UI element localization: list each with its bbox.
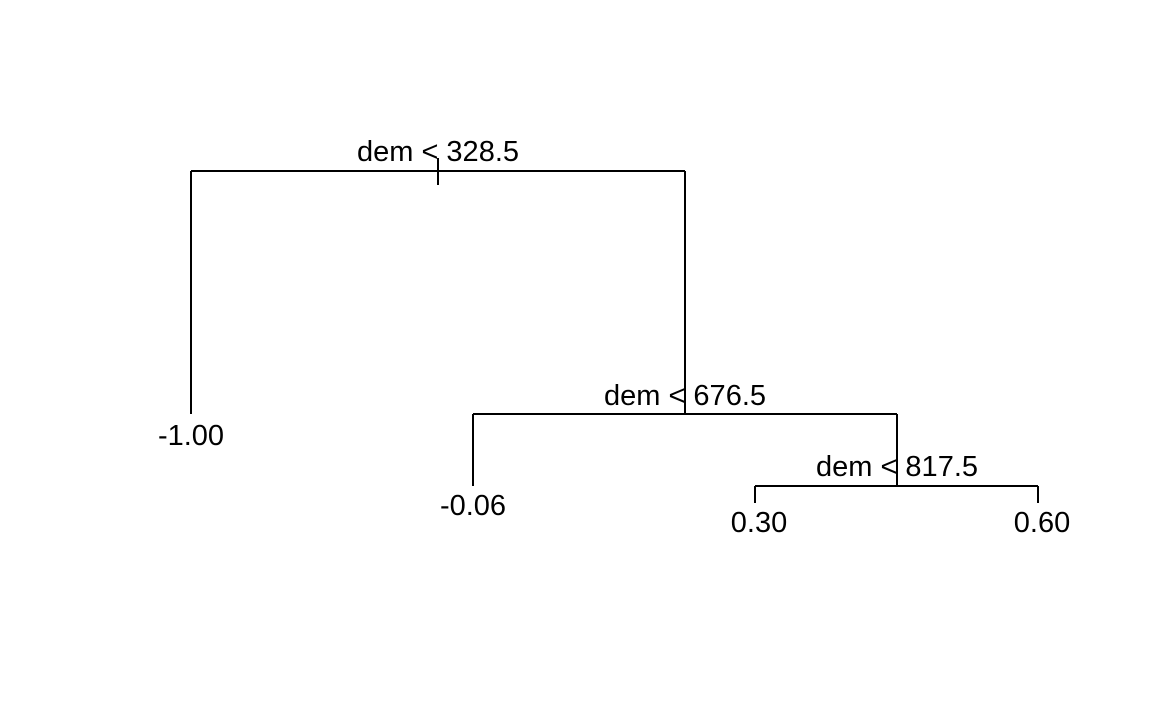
split-node-second: dem < 676.5 (472, 380, 898, 486)
split-label-root: dem < 328.5 (357, 136, 519, 168)
split-label-second: dem < 676.5 (604, 380, 766, 412)
leaf-label-3: 0.30 (731, 507, 787, 539)
leaf-label-2: -0.06 (440, 490, 506, 522)
leaf-label-1: -1.00 (158, 420, 224, 452)
split-node-third: dem < 817.5 (754, 451, 1039, 503)
split-label-third: dem < 817.5 (816, 451, 978, 483)
split-node-root: dem < 328.5 (190, 136, 686, 414)
leaf-label-4: 0.60 (1014, 507, 1070, 539)
